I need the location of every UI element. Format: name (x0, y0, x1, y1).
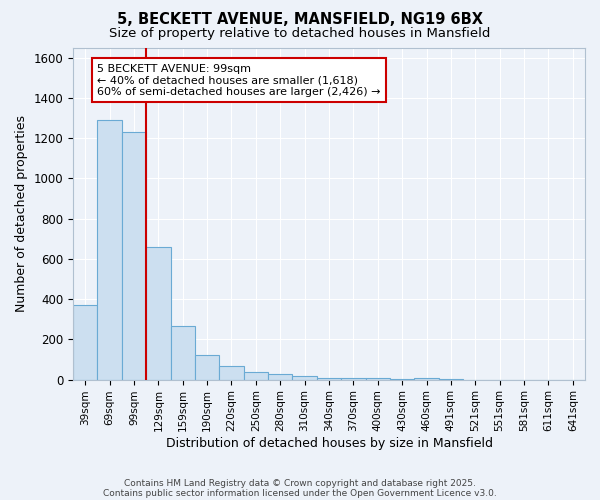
Bar (195, 356, 220, 380)
Bar (439, 378, 463, 380)
Bar (415, 378, 439, 380)
Bar (390, 378, 415, 380)
Bar (292, 376, 317, 380)
Bar (170, 326, 195, 380)
Text: 5, BECKETT AVENUE, MANSFIELD, NG19 6BX: 5, BECKETT AVENUE, MANSFIELD, NG19 6BX (117, 12, 483, 28)
Bar (244, 372, 268, 380)
Bar (97, 120, 122, 380)
Text: 5 BECKETT AVENUE: 99sqm
← 40% of detached houses are smaller (1,618)
60% of semi: 5 BECKETT AVENUE: 99sqm ← 40% of detache… (97, 64, 381, 97)
X-axis label: Distribution of detached houses by size in Mansfield: Distribution of detached houses by size … (166, 437, 493, 450)
Bar (268, 374, 292, 380)
Bar (317, 378, 341, 380)
Bar (365, 378, 390, 380)
Text: Contains public sector information licensed under the Open Government Licence v3: Contains public sector information licen… (103, 488, 497, 498)
Y-axis label: Number of detached properties: Number of detached properties (15, 115, 28, 312)
Bar (146, 247, 170, 380)
Bar (73, 305, 97, 380)
Bar (220, 366, 244, 380)
Text: Size of property relative to detached houses in Mansfield: Size of property relative to detached ho… (109, 28, 491, 40)
Bar (122, 132, 146, 380)
Bar (341, 378, 365, 380)
Text: Contains HM Land Registry data © Crown copyright and database right 2025.: Contains HM Land Registry data © Crown c… (124, 478, 476, 488)
